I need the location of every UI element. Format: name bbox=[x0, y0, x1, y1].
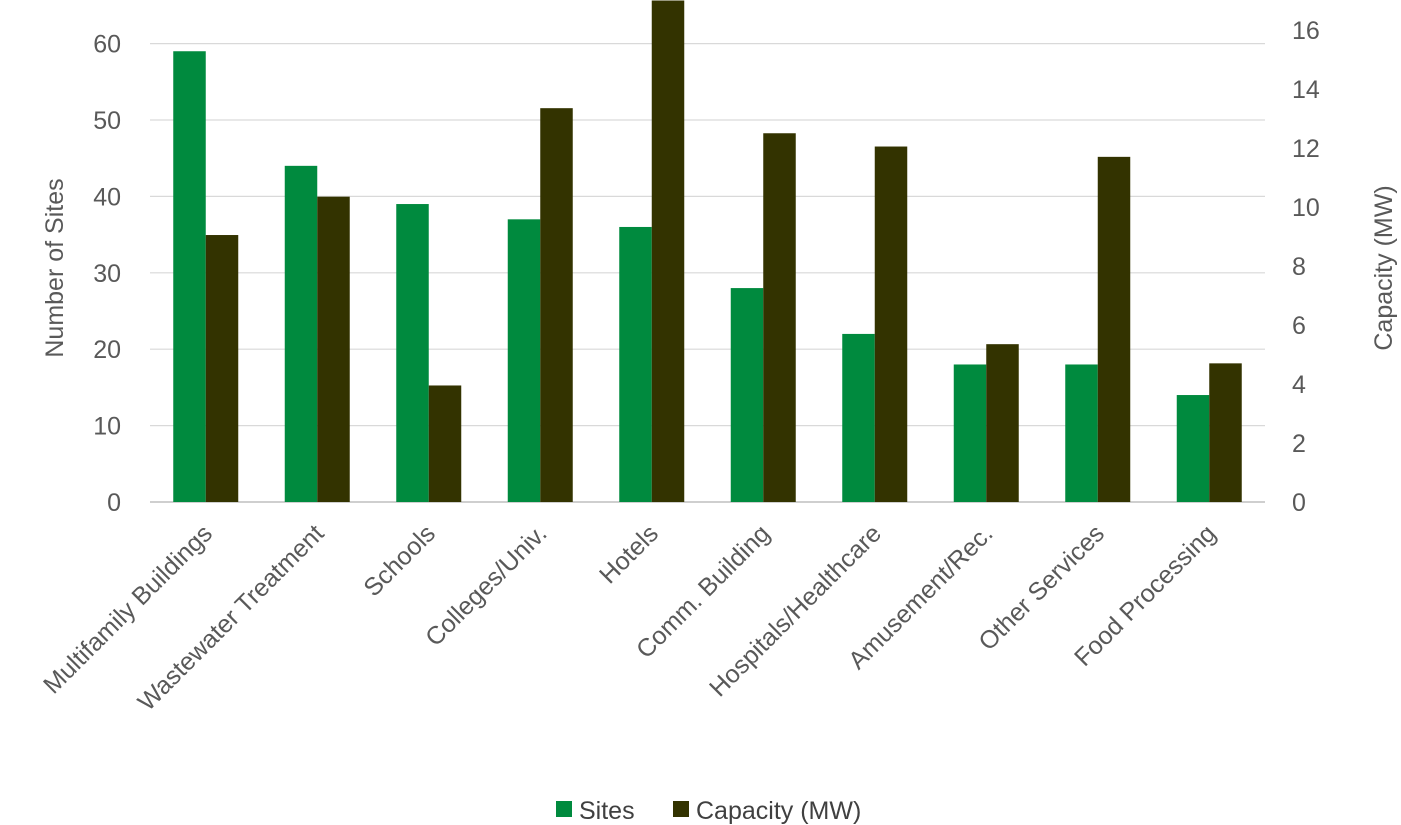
bar-capacity bbox=[1097, 156, 1131, 502]
bar-capacity bbox=[1209, 363, 1242, 502]
right-tick-label: 10 bbox=[1292, 194, 1320, 222]
bar-sites bbox=[730, 288, 764, 502]
right-tick-label: 16 bbox=[1292, 17, 1320, 45]
left-tick-label: 20 bbox=[93, 336, 121, 364]
left-axis-title: Number of Sites bbox=[41, 178, 69, 357]
right-tick-label: 8 bbox=[1292, 253, 1306, 281]
left-tick-label: 30 bbox=[93, 260, 121, 288]
bar-capacity bbox=[540, 108, 573, 503]
bar-capacity bbox=[986, 344, 1019, 502]
bar-capacity bbox=[205, 235, 239, 502]
legend-label-capacity: Capacity (MW) bbox=[696, 797, 861, 825]
bar-sites bbox=[842, 333, 875, 502]
bar-sites bbox=[1065, 364, 1098, 502]
right-axis-ticks: 0 2 4 6 8 10 12 14 16 bbox=[1292, 17, 1320, 517]
bar-sites bbox=[507, 219, 541, 502]
bar-sites bbox=[173, 51, 206, 503]
legend-swatch-sites bbox=[556, 801, 572, 817]
left-tick-label: 60 bbox=[93, 31, 121, 59]
legend-label-sites: Sites bbox=[579, 797, 635, 825]
right-axis-title: Capacity (MW) bbox=[1370, 185, 1398, 350]
bar-sites bbox=[953, 364, 987, 502]
bars bbox=[173, 0, 1242, 503]
category-label: Hotels bbox=[594, 519, 664, 589]
bar-capacity bbox=[874, 146, 908, 502]
bar-sites bbox=[284, 165, 318, 502]
left-tick-label: 40 bbox=[93, 183, 121, 211]
right-tick-label: 12 bbox=[1292, 135, 1320, 163]
right-tick-label: 14 bbox=[1292, 76, 1320, 104]
left-axis-ticks: 0 10 20 30 40 50 60 bbox=[93, 31, 121, 517]
bar-capacity bbox=[763, 133, 796, 502]
left-tick-label: 0 bbox=[107, 489, 121, 517]
left-tick-label: 50 bbox=[93, 107, 121, 135]
right-tick-label: 6 bbox=[1292, 312, 1306, 340]
bar-capacity bbox=[317, 196, 350, 503]
bar-capacity bbox=[428, 385, 462, 502]
legend-swatch-capacity bbox=[673, 801, 689, 817]
legend: Sites Capacity (MW) bbox=[556, 797, 861, 825]
category-label: Schools bbox=[358, 519, 441, 602]
right-tick-label: 2 bbox=[1292, 430, 1306, 458]
left-tick-label: 10 bbox=[93, 413, 121, 441]
bar-sites bbox=[1176, 395, 1210, 502]
bar-sites bbox=[619, 226, 652, 502]
category-label: Wastewater Treatment bbox=[133, 519, 330, 716]
right-tick-label: 0 bbox=[1292, 489, 1306, 517]
bar-sites bbox=[396, 204, 429, 503]
bar-capacity bbox=[651, 0, 685, 502]
right-tick-label: 4 bbox=[1292, 371, 1306, 399]
